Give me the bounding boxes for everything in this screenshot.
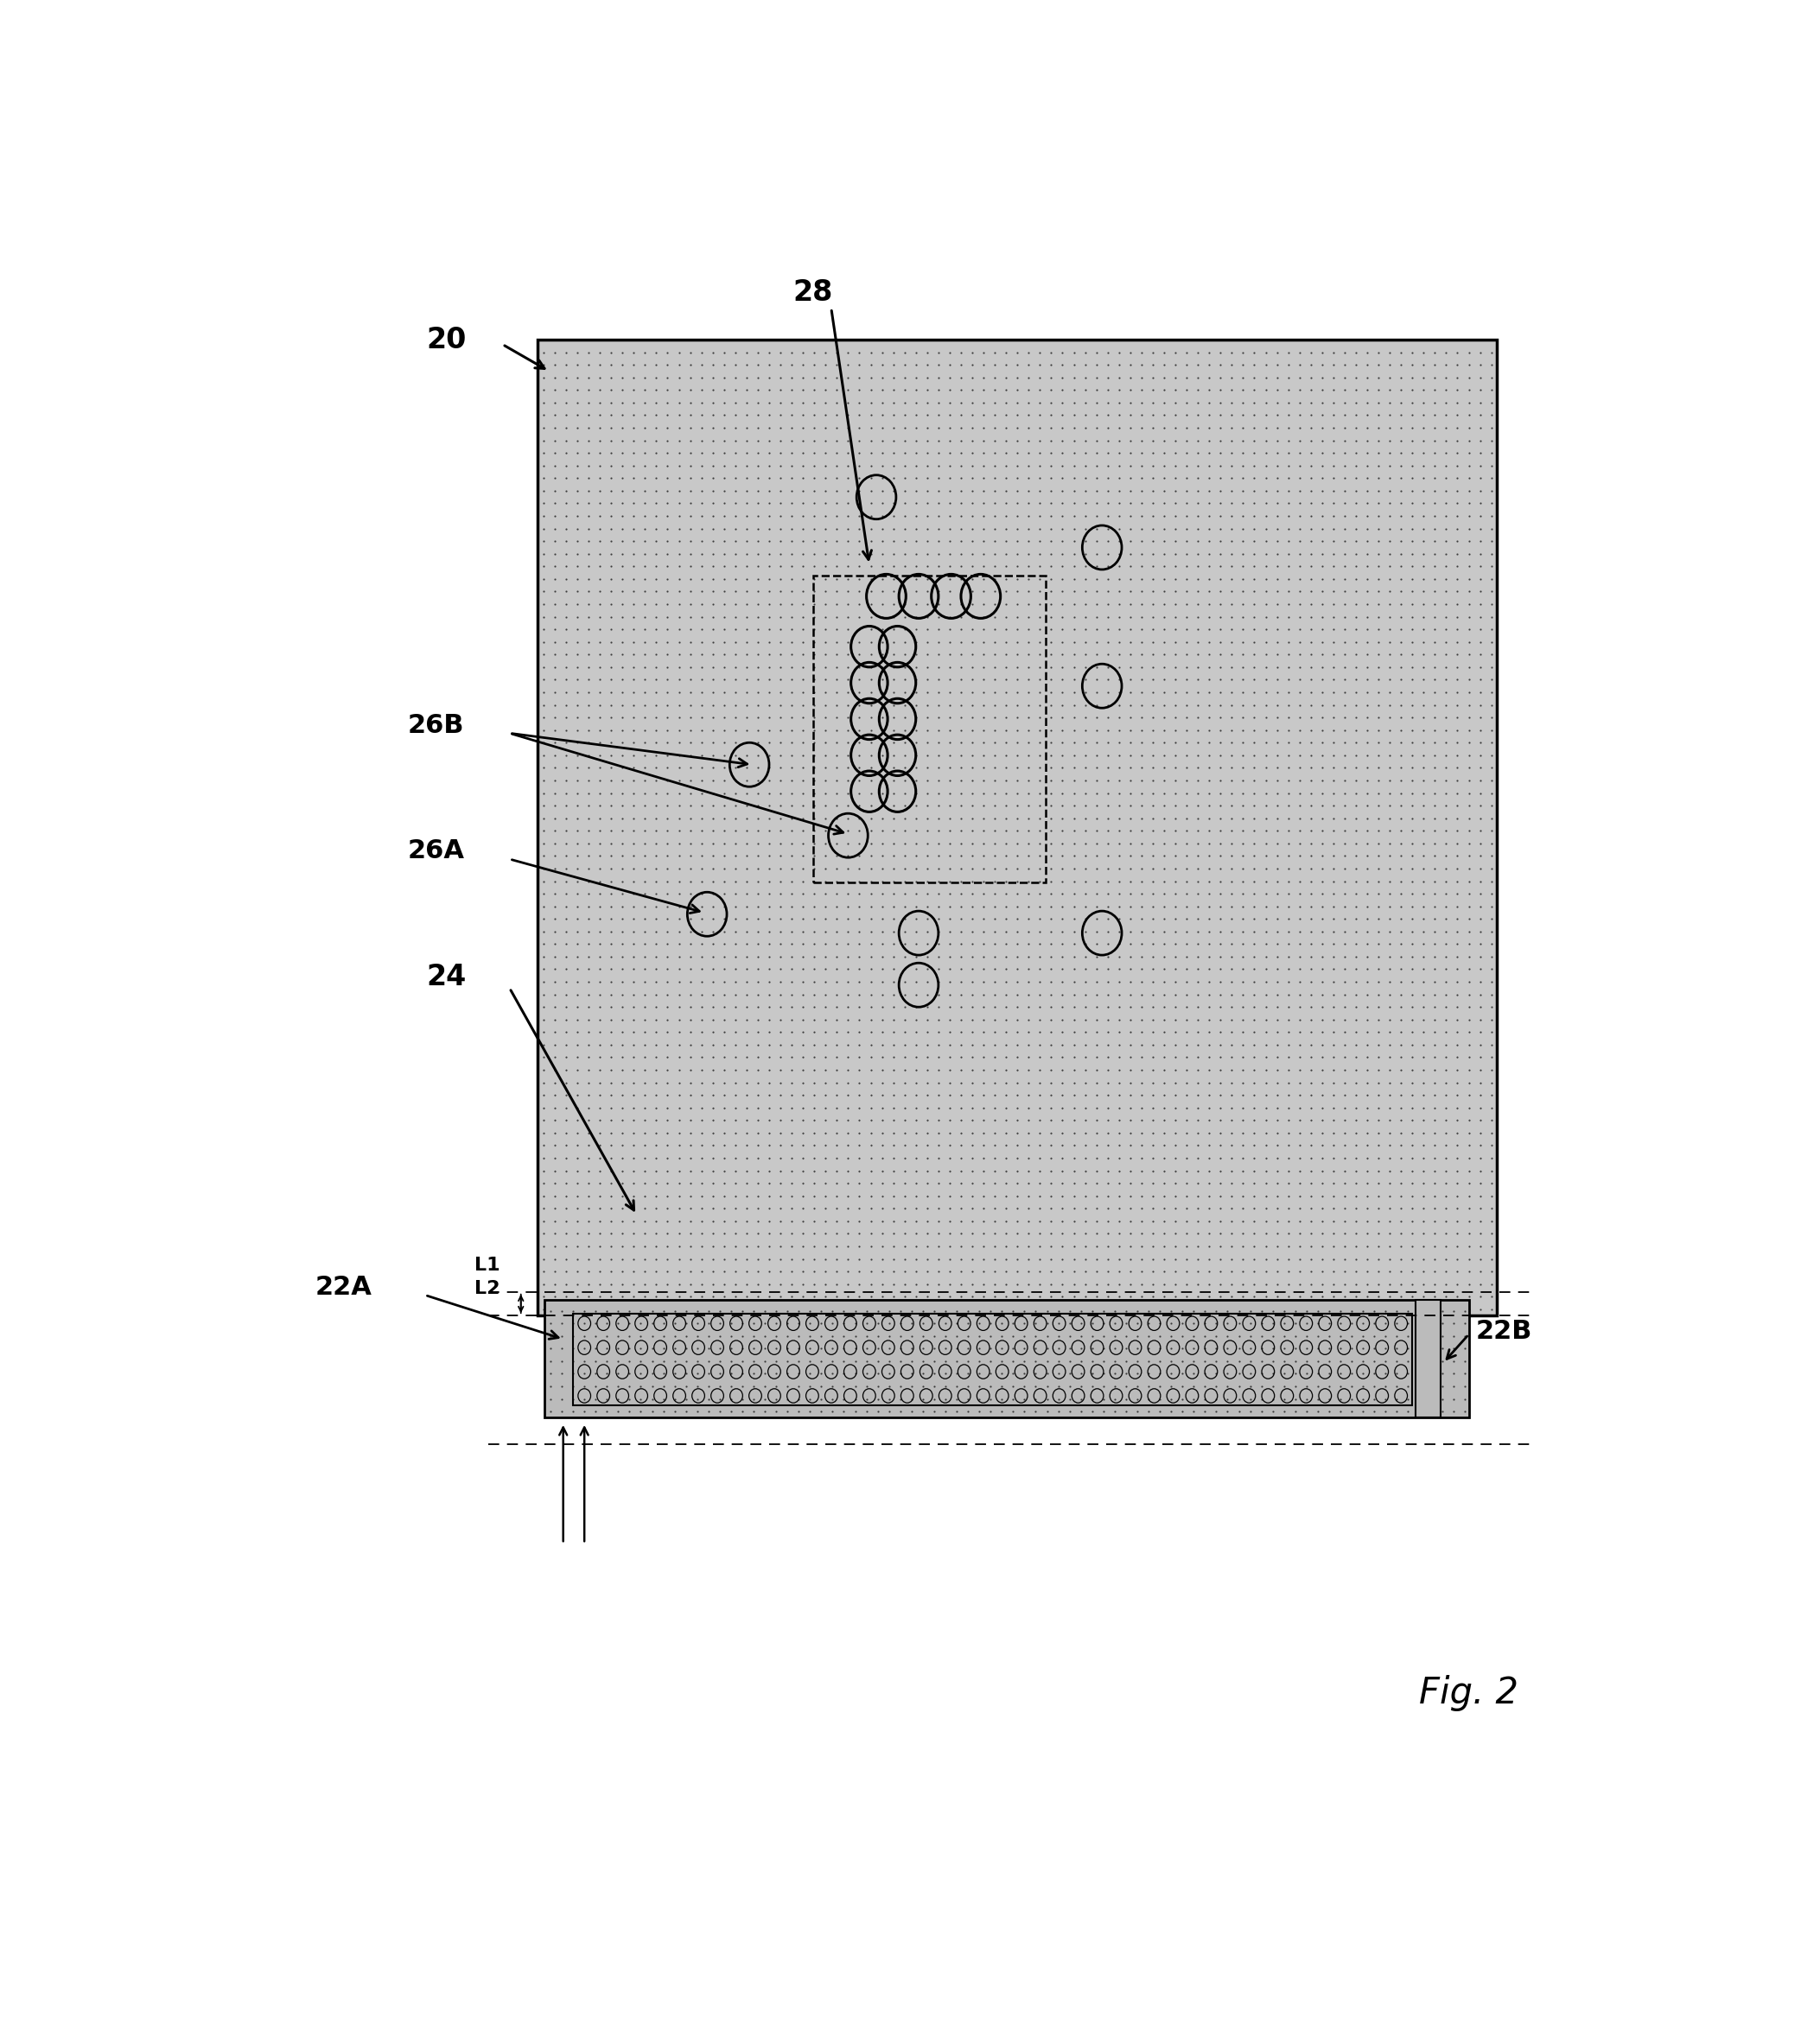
- Text: 24: 24: [426, 963, 466, 991]
- Text: 26B: 26B: [408, 713, 464, 738]
- Text: 28: 28: [794, 278, 834, 307]
- Bar: [1416, 1300, 1441, 1419]
- Text: 22A: 22A: [315, 1275, 371, 1300]
- Text: 26A: 26A: [408, 838, 464, 865]
- Text: L2: L2: [475, 1280, 501, 1298]
- Text: 22B: 22B: [1476, 1318, 1532, 1343]
- Bar: [539, 339, 1498, 1316]
- Text: 20: 20: [426, 325, 466, 354]
- Bar: [573, 1314, 1412, 1404]
- Text: Fig. 2: Fig. 2: [1420, 1676, 1518, 1711]
- Text: L1: L1: [475, 1257, 501, 1273]
- Bar: [544, 1300, 1469, 1419]
- Bar: [814, 576, 1045, 883]
